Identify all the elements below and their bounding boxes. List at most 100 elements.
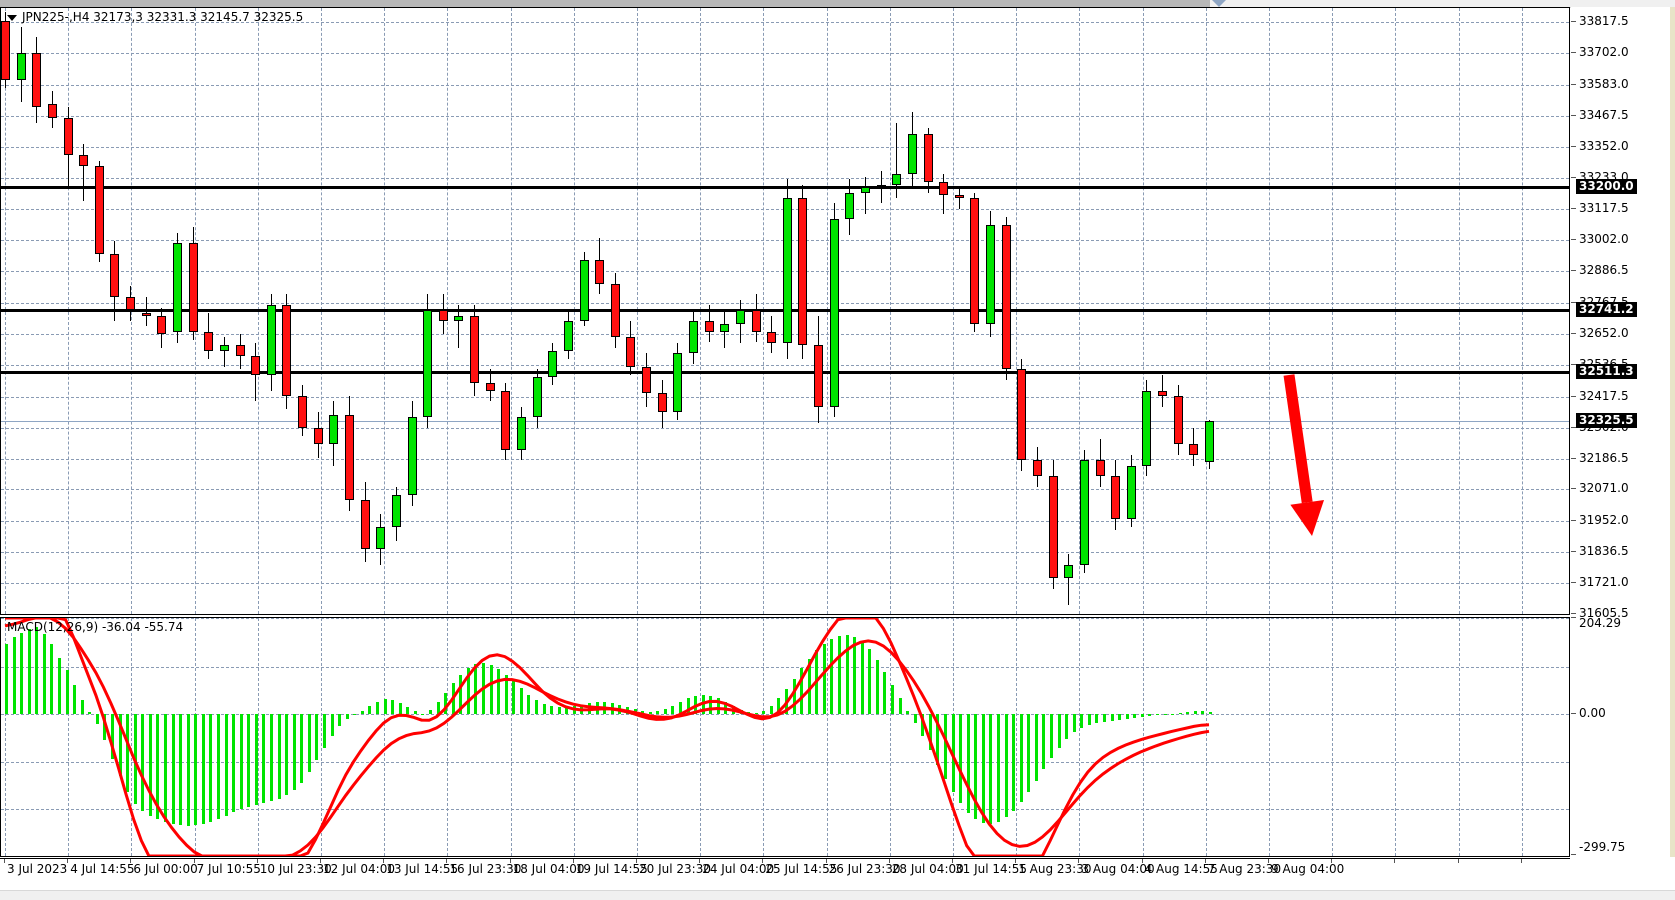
candle-bearish[interactable] [705, 321, 714, 332]
macd-histogram-bar [1035, 714, 1038, 781]
candle-bearish[interactable] [314, 428, 323, 445]
candle-bullish[interactable] [376, 527, 385, 549]
candle-bearish[interactable] [345, 414, 354, 501]
candle-bullish[interactable] [736, 310, 745, 324]
candle-bullish[interactable] [1080, 460, 1089, 565]
candle-bullish[interactable] [830, 219, 839, 407]
time-axis-label: 31 Jul 14:55 [955, 862, 1027, 876]
level-price-label[interactable]: 32511.3 [1576, 363, 1637, 379]
candle-bearish[interactable] [470, 315, 479, 383]
candle-bearish[interactable] [95, 165, 104, 255]
candle-bearish[interactable] [236, 345, 245, 356]
macd-histogram-bar [656, 710, 659, 715]
candle-bearish[interactable] [814, 345, 823, 407]
candle-bullish[interactable] [173, 243, 182, 332]
candle-bullish[interactable] [392, 495, 401, 528]
candle-bullish[interactable] [17, 53, 26, 81]
macd-plot-area[interactable] [1, 618, 1569, 856]
candle-bearish[interactable] [126, 297, 135, 311]
price-chart-pane[interactable]: JPN225-,H4 32173,3 32331.3 32145.7 32325… [0, 7, 1570, 615]
candle-bearish[interactable] [64, 117, 73, 156]
candle-bearish[interactable] [251, 355, 260, 375]
candle-bearish[interactable] [157, 315, 166, 335]
candle-bullish[interactable] [720, 323, 729, 332]
candle-bullish[interactable] [220, 345, 229, 351]
candle-bearish[interactable] [1049, 476, 1058, 578]
macd-chart-pane[interactable]: MACD(12,26,9) -36.04 -55.74 [0, 617, 1570, 857]
candle-bearish[interactable] [611, 283, 620, 338]
candle-bullish[interactable] [423, 310, 432, 418]
candle-bullish[interactable] [533, 377, 542, 418]
candle-bearish[interactable] [361, 500, 370, 549]
macd-histogram-bar [225, 714, 228, 816]
candle-bullish[interactable] [329, 414, 338, 445]
candle-bearish[interactable] [642, 366, 651, 394]
candle-bullish[interactable] [548, 350, 557, 378]
candle-bearish[interactable] [32, 53, 41, 107]
candle-bullish[interactable] [454, 315, 463, 322]
candle-bearish[interactable] [189, 243, 198, 332]
candle-bearish[interactable] [658, 393, 667, 413]
price-axis[interactable]: 33817.5 33702.0 33583.0 33467.5 33352.0 33233… [1571, 7, 1675, 620]
candle-bearish[interactable] [752, 310, 761, 332]
candle-bearish[interactable] [1174, 396, 1183, 445]
candle-bearish[interactable] [204, 331, 213, 351]
candle-bullish[interactable] [1205, 421, 1214, 463]
candle-bearish[interactable] [282, 305, 291, 397]
support-resistance-level-line[interactable] [1, 370, 1569, 374]
macd-histogram-bar [989, 714, 992, 824]
candle-bearish[interactable] [1111, 476, 1120, 520]
candle-bearish[interactable] [1158, 390, 1167, 397]
candle-bullish[interactable] [564, 321, 573, 351]
candle-bullish[interactable] [861, 187, 870, 193]
candle-bearish[interactable] [939, 181, 948, 196]
candle-bullish[interactable] [877, 184, 886, 188]
candle-bearish[interactable] [110, 254, 119, 297]
candle-bullish[interactable] [580, 259, 589, 322]
macd-histogram-bar [732, 705, 735, 715]
candle-bullish[interactable] [908, 133, 917, 174]
candle-bearish[interactable] [79, 155, 88, 166]
candle-bearish[interactable] [1002, 224, 1011, 370]
candle-bearish[interactable] [486, 382, 495, 391]
candle-bullish[interactable] [517, 417, 526, 450]
candle-bullish[interactable] [783, 198, 792, 343]
candle-bullish[interactable] [1064, 564, 1073, 578]
candle-bullish[interactable] [673, 353, 682, 413]
candle-bearish[interactable] [798, 198, 807, 346]
candle-bearish[interactable] [767, 331, 776, 343]
scrollbar-thumb[interactable] [0, 0, 1210, 7]
support-resistance-level-line[interactable] [1, 186, 1569, 190]
candle-bearish[interactable] [970, 198, 979, 324]
candle-bullish[interactable] [408, 417, 417, 496]
time-axis[interactable]: 3 Jul 2023 4 Jul 14:55 6 Jul 00:00 7 Jul 10… [0, 858, 1570, 888]
candle-bullish[interactable] [892, 173, 901, 185]
macd-axis[interactable]: 204.29 0.00 -299.75 [1571, 617, 1675, 857]
candle-bearish[interactable] [1017, 369, 1026, 461]
candle-bearish[interactable] [142, 313, 151, 316]
level-price-label[interactable]: 32741.2 [1576, 302, 1637, 318]
candle-bullish[interactable] [689, 321, 698, 354]
candle-bearish[interactable] [501, 390, 510, 450]
candle-bullish[interactable] [267, 305, 276, 375]
candle-bearish[interactable] [1033, 460, 1042, 477]
current-price-label[interactable]: 32325.5 [1576, 413, 1637, 429]
candle-bearish[interactable] [1096, 460, 1105, 477]
candle-bearish[interactable] [1, 21, 10, 81]
price-plot-area[interactable] [1, 8, 1569, 614]
candle-bullish[interactable] [1142, 390, 1151, 466]
candle-bearish[interactable] [924, 133, 933, 182]
time-gridline [510, 618, 512, 856]
chevron-down-icon[interactable] [7, 14, 17, 21]
candle-bearish[interactable] [1189, 444, 1198, 455]
candle-bearish[interactable] [298, 396, 307, 429]
candle-bearish[interactable] [626, 337, 635, 367]
level-price-label[interactable]: 33200.0 [1576, 179, 1637, 195]
candle-bearish[interactable] [48, 104, 57, 118]
candle-bullish[interactable] [845, 192, 854, 220]
candle-bearish[interactable] [439, 310, 448, 322]
candle-bearish[interactable] [595, 259, 604, 284]
candle-bullish[interactable] [1127, 465, 1136, 520]
candle-bearish[interactable] [955, 195, 964, 198]
candle-bullish[interactable] [986, 224, 995, 324]
